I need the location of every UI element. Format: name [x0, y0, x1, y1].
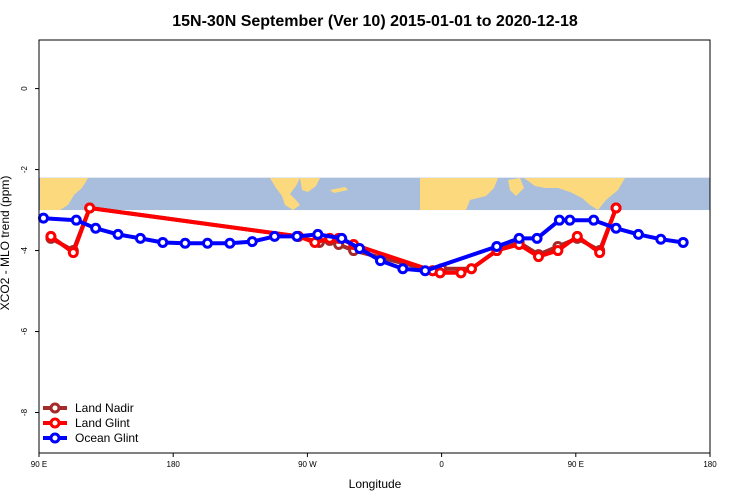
data-point-ocean-glint: [632, 228, 644, 240]
series-line-ocean-glint: [43, 216, 684, 273]
data-point-ocean-glint: [553, 214, 565, 226]
x-tick-label: 180: [703, 460, 717, 469]
plot-frame: [38, 39, 711, 454]
data-point-land-glint: [45, 230, 57, 242]
x-tick-label: 90 E: [31, 460, 47, 469]
y-axis-label: XCO2 - MLO trend (ppm): [0, 176, 12, 311]
data-point-ocean-glint: [312, 228, 324, 240]
data-point-ocean-glint: [655, 233, 667, 245]
data-point-ocean-glint: [224, 237, 236, 249]
data-point-ocean-glint: [397, 263, 409, 275]
data-point-ocean-glint: [90, 222, 102, 234]
x-tick-label: 90 W: [298, 460, 317, 469]
data-point-ocean-glint: [201, 237, 213, 249]
legend-marker-ocean-glint: [49, 432, 61, 444]
data-point-ocean-glint: [336, 232, 348, 244]
map-land: [40, 178, 625, 210]
data-point-land-glint: [434, 267, 446, 279]
land-africa-arabia: [420, 178, 498, 210]
land-india-asia: [524, 178, 625, 210]
x-axis-label: Longitude: [349, 477, 402, 491]
chart-title: 15N-30N September (Ver 10) 2015-01-01 to…: [172, 13, 578, 30]
x-tick-label: 90 E: [568, 460, 584, 469]
data-point-ocean-glint: [531, 232, 543, 244]
data-point-land-glint: [610, 202, 622, 214]
series-ocean-glint: [37, 212, 689, 277]
y-tick-label: -2: [20, 165, 29, 173]
data-point-ocean-glint: [157, 236, 169, 248]
data-point-land-glint: [552, 245, 564, 257]
data-point-ocean-glint: [112, 228, 124, 240]
data-point-ocean-glint: [677, 236, 689, 248]
data-point-ocean-glint: [419, 265, 431, 277]
y-tick-label: -4: [20, 246, 29, 254]
world-map-strip: [39, 177, 710, 211]
data-point-land-glint: [594, 247, 606, 259]
legend-label-ocean-glint: Ocean Glint: [75, 431, 139, 445]
data-point-ocean-glint: [564, 214, 576, 226]
data-point-land-glint: [533, 251, 545, 263]
data-point-ocean-glint: [610, 222, 622, 234]
data-point-ocean-glint: [588, 214, 600, 226]
y-tick-label: -8: [20, 408, 29, 416]
data-point-ocean-glint: [513, 232, 525, 244]
data-point-land-glint: [455, 267, 467, 279]
data-point-ocean-glint: [246, 236, 258, 248]
data-point-ocean-glint: [70, 214, 82, 226]
land-mexico-central: [300, 178, 320, 192]
data-point-ocean-glint: [179, 237, 191, 249]
legend-marker-land-glint: [49, 417, 61, 429]
data-point-land-glint: [67, 247, 79, 259]
land-arabia: [508, 178, 524, 196]
y-tick-label: 0: [20, 86, 29, 91]
legend-label-land-glint: Land Glint: [75, 416, 130, 430]
data-point-land-glint: [465, 263, 477, 275]
series-layer: [37, 202, 689, 279]
data-point-ocean-glint: [134, 232, 146, 244]
land-asia-east: [40, 178, 88, 210]
data-point-ocean-glint: [354, 243, 366, 255]
data-point-ocean-glint: [269, 230, 281, 242]
y-axis: 0 -2 -4 -6 -8: [20, 86, 39, 416]
land-caribbean: [330, 187, 348, 193]
series-land-glint: [45, 202, 622, 279]
data-point-ocean-glint: [37, 212, 49, 224]
x-tick-label: 180: [167, 460, 181, 469]
data-point-ocean-glint: [374, 255, 386, 267]
data-point-ocean-glint: [491, 241, 503, 252]
land-north-america-west: [270, 178, 300, 210]
data-point-ocean-glint: [291, 230, 303, 242]
y-tick-label: -6: [20, 327, 29, 335]
data-point-land-glint: [84, 202, 96, 214]
legend-label-land-nadir: Land Nadir: [75, 401, 134, 415]
legend-marker-land-nadir: [49, 402, 61, 414]
data-point-land-glint: [571, 230, 583, 242]
x-axis: 90 E 180 90 W 0 90 E 180: [31, 453, 717, 469]
x-tick-label: 0: [439, 460, 444, 469]
